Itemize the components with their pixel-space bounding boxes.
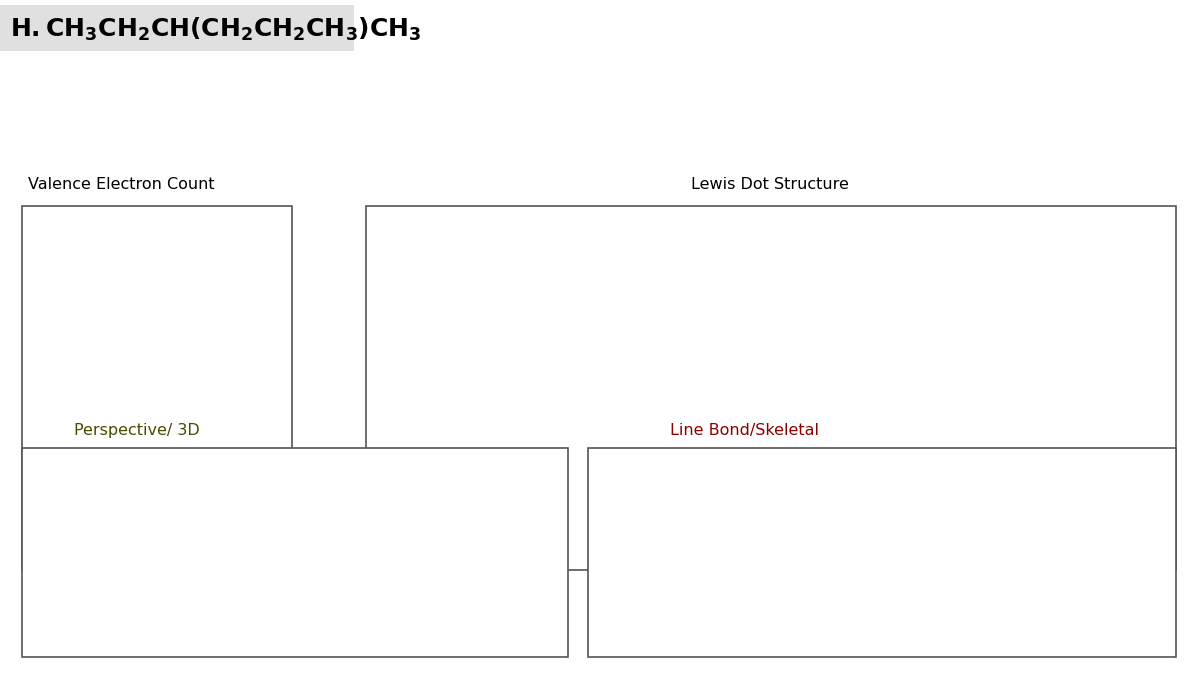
Text: $\mathbf{H.CH_3CH_2CH(CH_2CH_2CH_3)CH_3}$: $\mathbf{H.CH_3CH_2CH(CH_2CH_2CH_3)CH_3}… — [10, 16, 421, 43]
Text: Lewis Dot Structure: Lewis Dot Structure — [691, 177, 850, 192]
Text: Perspective/ 3D: Perspective/ 3D — [74, 423, 200, 438]
Bar — [22, 448, 568, 657]
Bar — [0, 5, 354, 51]
Bar — [22, 206, 292, 570]
Bar — [588, 448, 1176, 657]
Bar — [366, 206, 1176, 570]
Text: Valence Electron Count: Valence Electron Count — [28, 177, 215, 192]
Text: Line Bond/Skeletal: Line Bond/Skeletal — [670, 423, 818, 438]
